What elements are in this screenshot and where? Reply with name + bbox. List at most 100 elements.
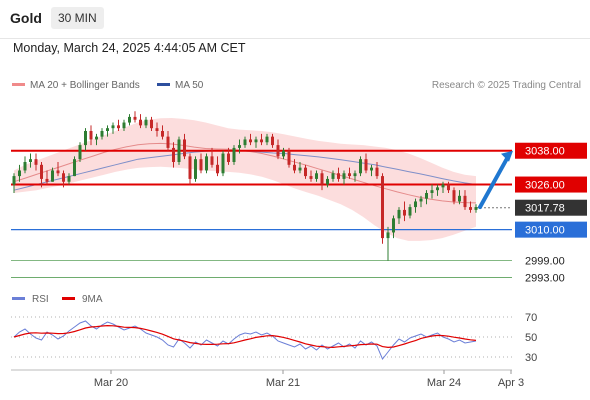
- candle: [276, 139, 280, 160]
- rsi-tick-label: 30: [525, 352, 537, 364]
- chart-timestamp: Monday, March 24, 2025 4:44:05 AM CET: [13, 41, 246, 55]
- candle: [128, 114, 131, 126]
- x-tick-label: Mar 24: [427, 377, 461, 389]
- candle-body: [133, 116, 137, 120]
- candle: [271, 133, 274, 148]
- candle: [205, 153, 208, 174]
- candle-body: [375, 167, 379, 177]
- candle-body: [73, 159, 76, 177]
- candle-body: [293, 164, 296, 171]
- candle-body: [111, 125, 115, 129]
- candle: [359, 156, 362, 177]
- candle-body: [89, 131, 93, 140]
- candle-body: [342, 173, 346, 179]
- candle-body: [205, 156, 208, 171]
- candle: [150, 116, 153, 131]
- price-label-bg: [515, 199, 587, 216]
- candle-body: [320, 173, 324, 185]
- candle-body: [353, 173, 357, 177]
- candle-body: [474, 207, 478, 210]
- candle-body: [106, 128, 109, 131]
- candle: [232, 145, 236, 165]
- candle-body: [359, 159, 362, 174]
- symbol-title: Gold: [10, 10, 42, 26]
- candle-body: [287, 150, 291, 165]
- legend-item-bollinger: MA 20 + Bollinger Bands: [12, 80, 140, 91]
- candle-body: [386, 232, 390, 239]
- candle-body: [469, 207, 472, 210]
- candle: [342, 170, 346, 185]
- candle-body: [282, 150, 285, 157]
- candle: [227, 147, 230, 165]
- candle-body: [62, 173, 65, 182]
- candle: [414, 198, 417, 213]
- timeframe-badge[interactable]: 30 MIN: [51, 7, 104, 29]
- rsi-legend-swatch: [62, 297, 75, 300]
- candle-body: [304, 167, 307, 177]
- candle-body: [56, 170, 60, 174]
- candle-body: [397, 209, 401, 219]
- candle: [111, 122, 115, 134]
- candle: [40, 162, 43, 188]
- candle-body: [452, 190, 456, 202]
- candle: [430, 184, 434, 199]
- candle: [441, 181, 445, 193]
- candle: [298, 162, 302, 174]
- candle: [172, 142, 175, 168]
- target-arrow-head: [501, 150, 513, 162]
- candle-body: [238, 145, 241, 148]
- research-credit: Research © 2025 Trading Central: [431, 80, 581, 91]
- candle: [29, 153, 32, 168]
- legend-label: MA 50: [175, 80, 204, 91]
- candle-body: [34, 159, 38, 165]
- candle-body: [172, 147, 175, 162]
- candle-body: [430, 190, 434, 193]
- legend-label: MA 20 + Bollinger Bands: [30, 80, 140, 91]
- candle: [403, 201, 406, 222]
- price-level-label: 3038.00: [525, 146, 565, 158]
- candle: [353, 170, 357, 182]
- candle: [458, 190, 461, 205]
- candle: [249, 133, 252, 146]
- candle: [265, 133, 269, 146]
- candle-body: [150, 119, 153, 129]
- price-label-bg: [515, 221, 587, 238]
- candle-body: [458, 195, 461, 202]
- candle-body: [403, 209, 406, 216]
- candle-body: [199, 159, 203, 171]
- candle: [194, 156, 197, 182]
- candle: [463, 190, 467, 210]
- candle: [474, 204, 478, 213]
- candle-body: [227, 153, 230, 162]
- candle-body: [298, 167, 302, 171]
- candle: [326, 176, 329, 188]
- candle-body: [183, 139, 186, 157]
- price-label-bg: [515, 142, 587, 159]
- candle: [337, 167, 340, 182]
- candle: [122, 119, 126, 131]
- candle: [452, 187, 456, 205]
- candle: [425, 190, 428, 205]
- candle-body: [67, 176, 71, 182]
- target-arrow-shaft: [478, 154, 510, 210]
- price-level-label: 2999.00: [525, 256, 565, 268]
- candle-body: [144, 119, 148, 126]
- candle: [386, 226, 390, 261]
- candle-body: [155, 128, 159, 131]
- candle-body: [425, 193, 428, 199]
- candle: [51, 167, 54, 182]
- candle: [221, 150, 225, 177]
- candle-body: [139, 119, 142, 126]
- rsi-ma-line: [13, 324, 477, 349]
- candle-body: [265, 136, 269, 143]
- candle: [238, 139, 241, 154]
- candle: [78, 142, 82, 162]
- candle: [139, 114, 142, 129]
- candle: [188, 153, 192, 185]
- price-level-label: 3026.00: [525, 180, 565, 192]
- candle: [144, 116, 148, 129]
- candle-body: [315, 173, 318, 179]
- candle: [381, 173, 384, 244]
- candle-body: [117, 125, 120, 129]
- candle: [364, 153, 368, 174]
